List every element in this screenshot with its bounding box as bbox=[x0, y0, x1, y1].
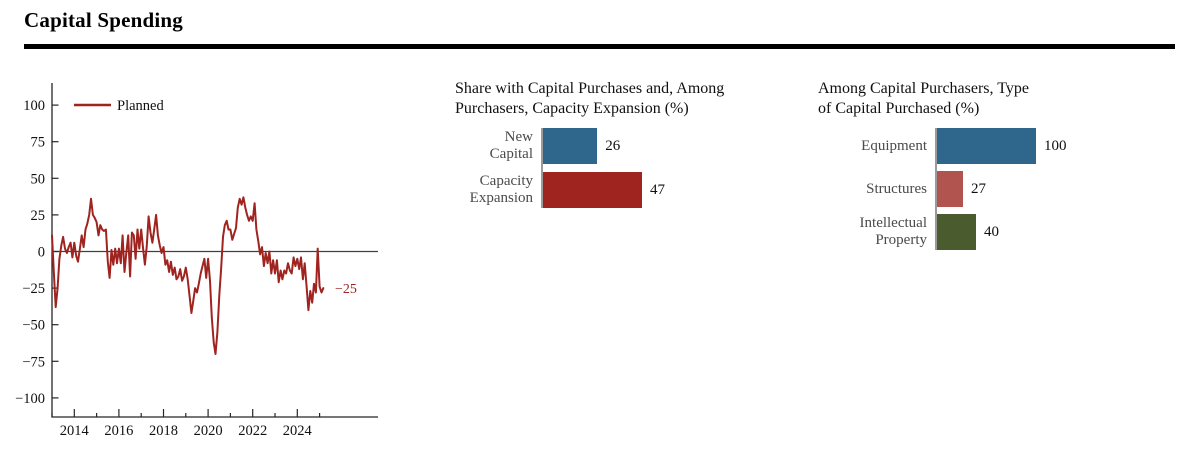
y-tick-label: 0 bbox=[38, 245, 45, 261]
capital-type-chart: Among Capital Purchasers, Type of Capita… bbox=[818, 79, 1178, 250]
bar bbox=[936, 128, 1036, 164]
bar-row: Equipment 100 bbox=[818, 128, 1067, 164]
capital-type-chart-title: Among Capital Purchasers, Type of Capita… bbox=[818, 80, 1029, 117]
bar-row: Intellectual Property 40 bbox=[818, 214, 1067, 250]
bar-category-label: New Capital bbox=[489, 129, 533, 162]
y-tick-label: −50 bbox=[22, 318, 45, 334]
bar-value-label: 47 bbox=[650, 181, 665, 198]
capital-purchases-chart-title: Share with Capital Purchases and, Among … bbox=[455, 80, 725, 117]
planned-line-chart: 100 75 50 25 0 −25 −50 −75 −100 2014 2016 2018 2020 2… bbox=[15, 83, 378, 439]
x-tick-label: 2024 bbox=[283, 423, 313, 439]
bar-value-label: 27 bbox=[971, 180, 986, 197]
x-tick-label: 2020 bbox=[194, 423, 223, 439]
bar-category-label: Intellectual Property bbox=[859, 215, 927, 248]
y-tick-label: 100 bbox=[23, 98, 45, 114]
bar bbox=[936, 171, 963, 207]
x-tick-label: 2022 bbox=[238, 423, 267, 439]
bar-row: New Capital 26 bbox=[455, 128, 665, 164]
x-tick-label: 2018 bbox=[149, 423, 178, 439]
axis-spines bbox=[51, 83, 378, 418]
y-tick-label: −100 bbox=[15, 391, 45, 407]
legend-label: Planned bbox=[117, 98, 164, 114]
y-tick-label: 75 bbox=[31, 135, 46, 151]
capital-purchases-chart-bars: New Capital 26 Capacity Expansion 47 bbox=[455, 128, 665, 208]
title-divider bbox=[24, 44, 1175, 49]
y-tick-label: 25 bbox=[31, 208, 46, 224]
bar bbox=[542, 128, 598, 164]
bar-axis-line bbox=[541, 128, 543, 208]
capital-type-chart-bars: Equipment 100 Structures 27 Intellectual Pro… bbox=[818, 128, 1067, 250]
x-tick-label: 2014 bbox=[60, 423, 90, 439]
y-tick-label: −75 bbox=[22, 354, 45, 370]
bar bbox=[542, 172, 642, 208]
planned-series-line bbox=[51, 196, 325, 355]
y-tick-label: −25 bbox=[22, 281, 45, 297]
bar-value-label: 40 bbox=[984, 223, 999, 240]
bar-value-label: 26 bbox=[605, 137, 621, 154]
page-title: Capital Spending bbox=[24, 8, 184, 32]
bar-axis-line bbox=[935, 128, 937, 250]
bar bbox=[936, 214, 976, 250]
x-tick-label: 2016 bbox=[104, 423, 133, 439]
bar-row: Capacity Expansion 47 bbox=[455, 172, 665, 208]
bar-category-label: Structures bbox=[866, 180, 927, 197]
capital-purchases-chart: Share with Capital Purchases and, Among … bbox=[455, 79, 815, 208]
bar-category-label: Equipment bbox=[861, 137, 927, 154]
y-tick-label: 50 bbox=[31, 171, 46, 187]
bar-value-label: 100 bbox=[1044, 137, 1067, 154]
series-end-value-label: −25 bbox=[335, 282, 357, 297]
bar-category-label: Capacity Expansion bbox=[469, 173, 533, 206]
bar-row: Structures 27 bbox=[818, 171, 1067, 207]
